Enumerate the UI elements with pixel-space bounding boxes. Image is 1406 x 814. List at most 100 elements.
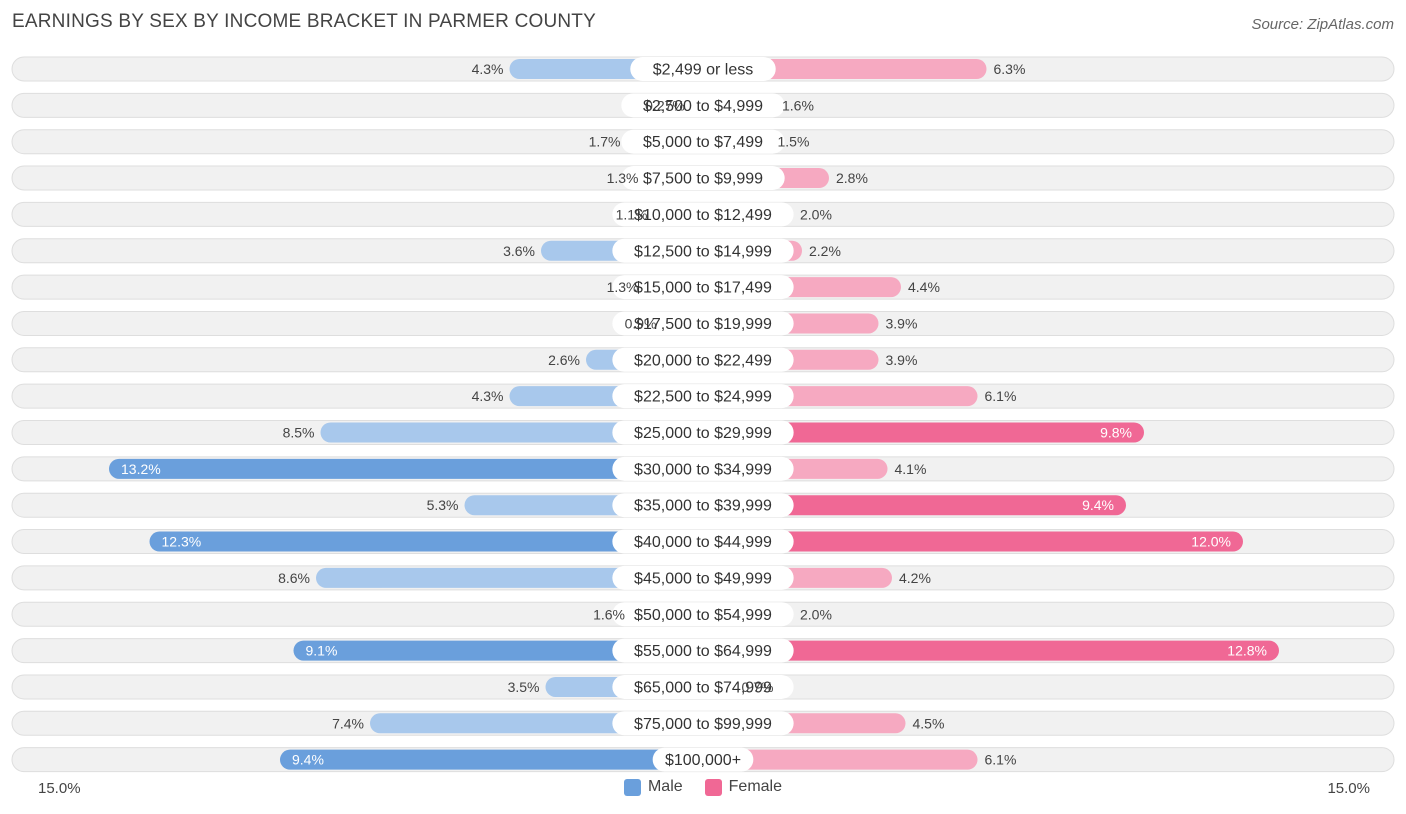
bar-female: [703, 422, 1144, 443]
category-label: $50,000 to $54,999: [634, 607, 772, 624]
category-label: $10,000 to $12,499: [634, 207, 772, 224]
bar-male: [320, 422, 703, 443]
category-pill: [612, 347, 794, 372]
category-pill: [612, 238, 794, 263]
axis-right-label: 15.0%: [1327, 780, 1370, 797]
category-pill: [612, 674, 794, 699]
category-label: $75,000 to $99,999: [634, 716, 772, 733]
value-label-male: 5.3%: [427, 497, 459, 513]
category-pill: [612, 638, 794, 663]
value-label-male: 8.6%: [278, 570, 310, 586]
category-label: $2,500 to $4,999: [643, 98, 763, 115]
category-pill: [612, 311, 794, 336]
category-label: $22,500 to $24,999: [634, 389, 772, 406]
value-label-female: 2.8%: [836, 170, 868, 186]
value-label-male: 0.9%: [625, 315, 657, 331]
value-label-male: 1.6%: [593, 606, 625, 622]
value-label-female: 2.2%: [809, 243, 841, 259]
category-pill: [612, 602, 794, 627]
category-label: $17,500 to $19,999: [634, 316, 772, 333]
bar-female: [703, 749, 978, 770]
bar-male: [293, 640, 703, 661]
value-label-female: 6.1%: [985, 752, 1017, 768]
value-label-female: 2.0%: [800, 206, 832, 222]
category-label: $65,000 to $74,999: [634, 679, 772, 696]
legend-label-male: Male: [647, 778, 683, 795]
value-label-female: 1.5%: [778, 134, 810, 150]
value-label-female: 4.1%: [895, 461, 927, 477]
legend-item-male[interactable]: Male: [623, 778, 683, 796]
bar-male: [109, 458, 703, 479]
chart-title: EARNINGS BY SEX BY INCOME BRACKET IN PAR…: [12, 11, 596, 32]
value-label-female: 12.8%: [1227, 643, 1267, 659]
category-pill: [612, 202, 794, 227]
value-label-male: 4.3%: [472, 388, 504, 404]
value-label-male: 1.1%: [616, 206, 648, 222]
value-label-male: 13.2%: [121, 461, 161, 477]
value-label-female: 1.6%: [782, 97, 814, 113]
category-pill: [612, 384, 794, 409]
value-label-male: 3.6%: [503, 243, 535, 259]
axis-left-label: 15.0%: [38, 780, 81, 797]
value-label-female: 6.1%: [985, 388, 1017, 404]
value-label-female: 4.4%: [908, 279, 940, 295]
value-label-male: 1.3%: [607, 170, 639, 186]
value-label-male: 12.3%: [162, 534, 202, 550]
category-pill: [612, 493, 794, 518]
value-label-female: 3.9%: [886, 315, 918, 331]
category-pill: [612, 711, 794, 736]
value-label-male: 1.7%: [589, 134, 621, 150]
category-pill: [621, 129, 785, 154]
category-label: $20,000 to $22,499: [634, 352, 772, 369]
bar-male: [149, 531, 703, 552]
bar-male: [316, 567, 703, 588]
category-label: $35,000 to $39,999: [634, 498, 772, 515]
category-label: $45,000 to $49,999: [634, 570, 772, 587]
legend-swatch-male: [623, 778, 641, 796]
category-label: $7,500 to $9,999: [643, 171, 763, 188]
value-label-female: 2.0%: [800, 606, 832, 622]
category-pill: [621, 166, 785, 191]
value-label-female: 4.2%: [899, 570, 931, 586]
value-label-male: 9.1%: [306, 643, 338, 659]
bar-female: [703, 495, 1126, 516]
value-label-male: 3.5%: [508, 679, 540, 695]
value-label-female: 4.5%: [913, 715, 945, 731]
category-label: $55,000 to $64,999: [634, 643, 772, 660]
category-pill: [612, 420, 794, 445]
bar-male: [280, 749, 703, 770]
category-pill: [652, 747, 754, 772]
value-label-male: 7.4%: [332, 715, 364, 731]
value-label-male: 2.6%: [548, 352, 580, 368]
category-pill: [630, 57, 776, 81]
category-pill: [612, 529, 794, 554]
legend: Male Female: [0, 778, 1406, 796]
value-label-female: 9.8%: [1100, 425, 1132, 441]
legend-swatch-female: [704, 778, 722, 796]
legend-label-female: Female: [728, 778, 783, 795]
value-label-male: 8.5%: [283, 425, 315, 441]
category-label: $5,000 to $7,499: [643, 134, 763, 151]
value-label-female: 3.9%: [886, 352, 918, 368]
source-label: Source: ZipAtlas.com: [1251, 16, 1394, 33]
category-label: $15,000 to $17,499: [634, 280, 772, 297]
category-label: $12,500 to $14,999: [634, 243, 772, 260]
category-pill: [612, 275, 794, 300]
category-pill: [612, 565, 794, 590]
value-label-female: 12.0%: [1191, 534, 1231, 550]
value-label-male: 0.27%: [645, 97, 685, 113]
value-label-female: 9.4%: [1082, 497, 1114, 513]
category-label: $25,000 to $29,999: [634, 425, 772, 442]
category-pill: [621, 93, 785, 118]
category-pill: [612, 456, 794, 481]
category-label: $40,000 to $44,999: [634, 534, 772, 551]
bar-female: [703, 531, 1243, 552]
value-label-male: 4.3%: [472, 61, 504, 77]
value-label-female: 6.3%: [994, 61, 1026, 77]
value-label-male: 1.3%: [607, 279, 639, 295]
legend-item-female[interactable]: Female: [704, 778, 783, 796]
bar-female: [703, 640, 1279, 661]
category-label: $2,499 or less: [653, 62, 754, 79]
category-label: $30,000 to $34,999: [634, 461, 772, 478]
